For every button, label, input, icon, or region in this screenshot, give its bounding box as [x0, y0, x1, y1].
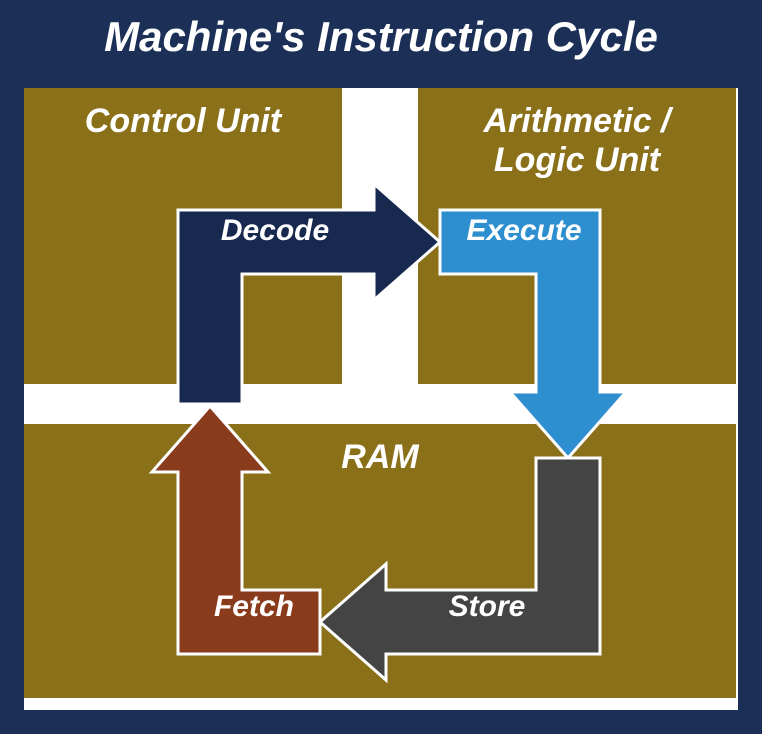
diagram-root: Machine's Instruction Cycle Control Unit…	[0, 0, 762, 734]
title-text: Machine's Instruction Cycle	[104, 13, 658, 61]
arrows-layer	[24, 88, 738, 710]
diagram-canvas: Control Unit Arithmetic /Logic Unit RAM …	[24, 88, 738, 710]
store-arrow	[320, 458, 600, 680]
title-bar: Machine's Instruction Cycle	[0, 0, 762, 74]
decode-label: Decode	[200, 214, 350, 248]
fetch-label: Fetch	[194, 590, 314, 624]
store-label: Store	[422, 590, 552, 624]
execute-label: Execute	[444, 214, 604, 248]
